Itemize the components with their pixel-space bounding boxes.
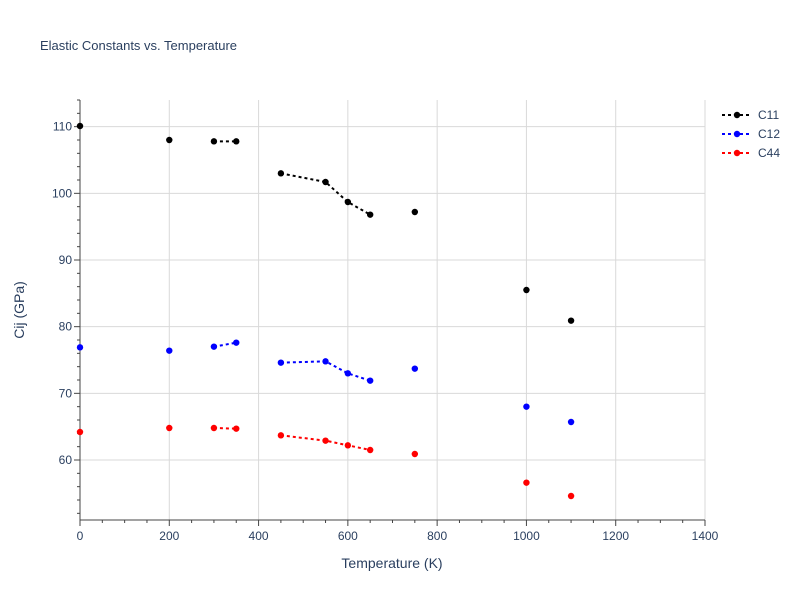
data-point [344,442,352,449]
data-point [277,170,285,177]
legend[interactable]: C11 C12 C44 [722,108,780,160]
axes: 0 200 400 600 800 1000 1200 1400 60 70 80 90 100 110 [52,99,719,543]
data-point [76,344,84,351]
series-c44 [76,424,575,500]
legend-item-c11[interactable]: C11 [722,108,779,122]
y-tick-label: 80 [59,320,73,334]
data-point [523,403,530,410]
data-point [233,339,240,346]
data-point [366,446,374,454]
data-point [344,370,352,377]
x-tick-label: 800 [427,529,447,543]
data-point [523,479,530,486]
x-tick-label: 600 [338,529,358,543]
data-point [567,418,575,426]
y-tick-label: 100 [52,186,72,200]
data-point [344,198,352,206]
y-tick-label: 70 [59,386,73,400]
data-point [233,138,240,145]
data-point [277,359,285,366]
legend-marker [733,130,741,138]
data-point [76,428,84,436]
series-line [280,172,371,216]
series-line [280,434,371,451]
x-tick-label: 1000 [513,529,540,543]
data-point [322,437,329,444]
data-point [76,122,84,130]
y-tick-label: 90 [59,253,73,267]
data-point [277,432,285,439]
series-line [213,427,237,430]
data-point [166,424,173,432]
chart-title: Elastic Constants vs. Temperature [40,38,237,53]
data-point [210,343,218,350]
x-tick-label: 1200 [602,529,629,543]
x-tick-label: 0 [77,529,84,543]
data-point [322,358,329,365]
data-point [366,211,374,218]
legend-label: C44 [758,146,780,160]
series-c12 [76,339,575,426]
series-line [213,341,237,348]
data-point [567,492,575,500]
data-point [567,317,575,324]
legend-item-c12[interactable]: C12 [722,127,780,141]
y-axis-title: Cij (GPa) [11,281,27,339]
data-point [166,347,173,354]
x-axis-title: Temperature (K) [341,555,442,571]
x-tick-label: 200 [159,529,179,543]
legend-marker [733,111,741,119]
data-point [166,136,173,144]
data-point [366,377,374,384]
data-point [411,365,419,372]
legend-item-c44[interactable]: C44 [722,146,780,160]
data-point [322,178,329,186]
data-point [523,286,530,294]
data-point [210,138,218,145]
x-tick-label: 1400 [692,529,719,543]
data-point [210,424,218,432]
legend-label: C11 [758,108,779,122]
data-point [411,450,419,458]
legend-label: C12 [758,127,780,141]
legend-marker [733,149,741,157]
y-tick-label: 110 [53,120,72,134]
series-layer [76,122,575,500]
series-c11 [76,122,575,324]
grid [79,100,706,520]
y-tick-label: 60 [59,453,73,467]
data-point [411,208,419,216]
data-point [233,425,240,432]
x-tick-label: 400 [249,529,269,543]
